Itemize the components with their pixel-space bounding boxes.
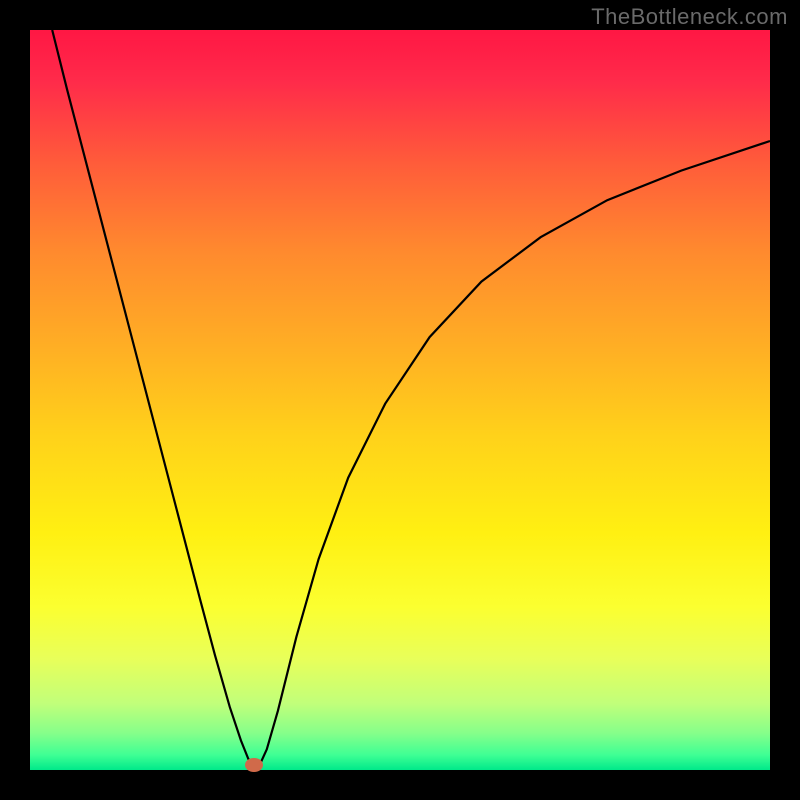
curve-path	[52, 30, 770, 768]
minimum-marker	[245, 758, 263, 772]
chart-container: TheBottleneck.com	[0, 0, 800, 800]
plot-area	[30, 30, 770, 770]
watermark-text: TheBottleneck.com	[591, 4, 788, 30]
bottleneck-curve	[30, 30, 770, 770]
